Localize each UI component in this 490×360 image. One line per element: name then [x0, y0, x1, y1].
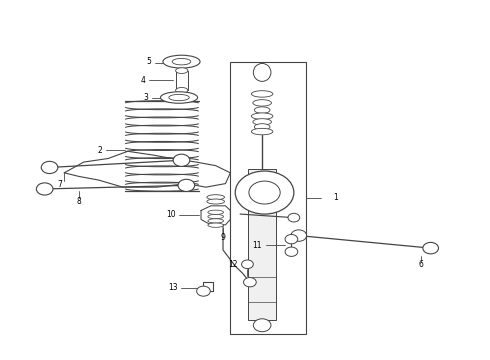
Text: 10: 10 [166, 211, 175, 220]
Ellipse shape [208, 223, 223, 227]
Text: 12: 12 [228, 260, 238, 269]
Bar [248, 169, 276, 320]
Text: 2: 2 [98, 146, 102, 155]
Circle shape [423, 242, 439, 254]
Ellipse shape [253, 119, 271, 125]
Circle shape [285, 234, 298, 244]
Ellipse shape [208, 219, 223, 223]
Circle shape [235, 171, 294, 214]
Circle shape [253, 319, 271, 332]
Ellipse shape [251, 91, 273, 97]
Text: 1: 1 [333, 193, 338, 202]
Text: 5: 5 [147, 57, 151, 66]
Text: 9: 9 [220, 233, 225, 242]
Text: 8: 8 [76, 197, 81, 206]
Circle shape [36, 183, 53, 195]
Ellipse shape [160, 92, 197, 103]
Text: 3: 3 [144, 93, 149, 102]
Ellipse shape [251, 113, 273, 120]
Text: 7: 7 [57, 180, 62, 189]
Ellipse shape [251, 129, 273, 135]
Text: 11: 11 [253, 241, 262, 250]
Ellipse shape [175, 68, 188, 73]
Circle shape [173, 154, 190, 166]
Circle shape [291, 230, 307, 241]
Circle shape [41, 161, 58, 174]
Ellipse shape [207, 199, 224, 204]
Circle shape [242, 260, 253, 269]
Ellipse shape [208, 215, 223, 219]
Text: 6: 6 [418, 260, 423, 269]
Ellipse shape [254, 124, 270, 130]
Text: 4: 4 [141, 76, 146, 85]
Bar [230, 62, 306, 334]
Ellipse shape [207, 195, 224, 200]
Ellipse shape [253, 63, 271, 81]
Ellipse shape [163, 55, 200, 68]
Circle shape [244, 278, 256, 287]
Circle shape [288, 213, 300, 222]
Ellipse shape [169, 94, 189, 101]
Circle shape [196, 286, 210, 296]
Ellipse shape [172, 58, 191, 65]
Circle shape [285, 247, 298, 256]
Ellipse shape [253, 100, 271, 106]
Circle shape [178, 179, 195, 192]
Ellipse shape [175, 87, 188, 93]
Bar [175, 71, 188, 90]
Circle shape [249, 181, 280, 204]
Ellipse shape [254, 107, 270, 113]
Ellipse shape [208, 210, 223, 215]
Text: 13: 13 [169, 283, 178, 292]
